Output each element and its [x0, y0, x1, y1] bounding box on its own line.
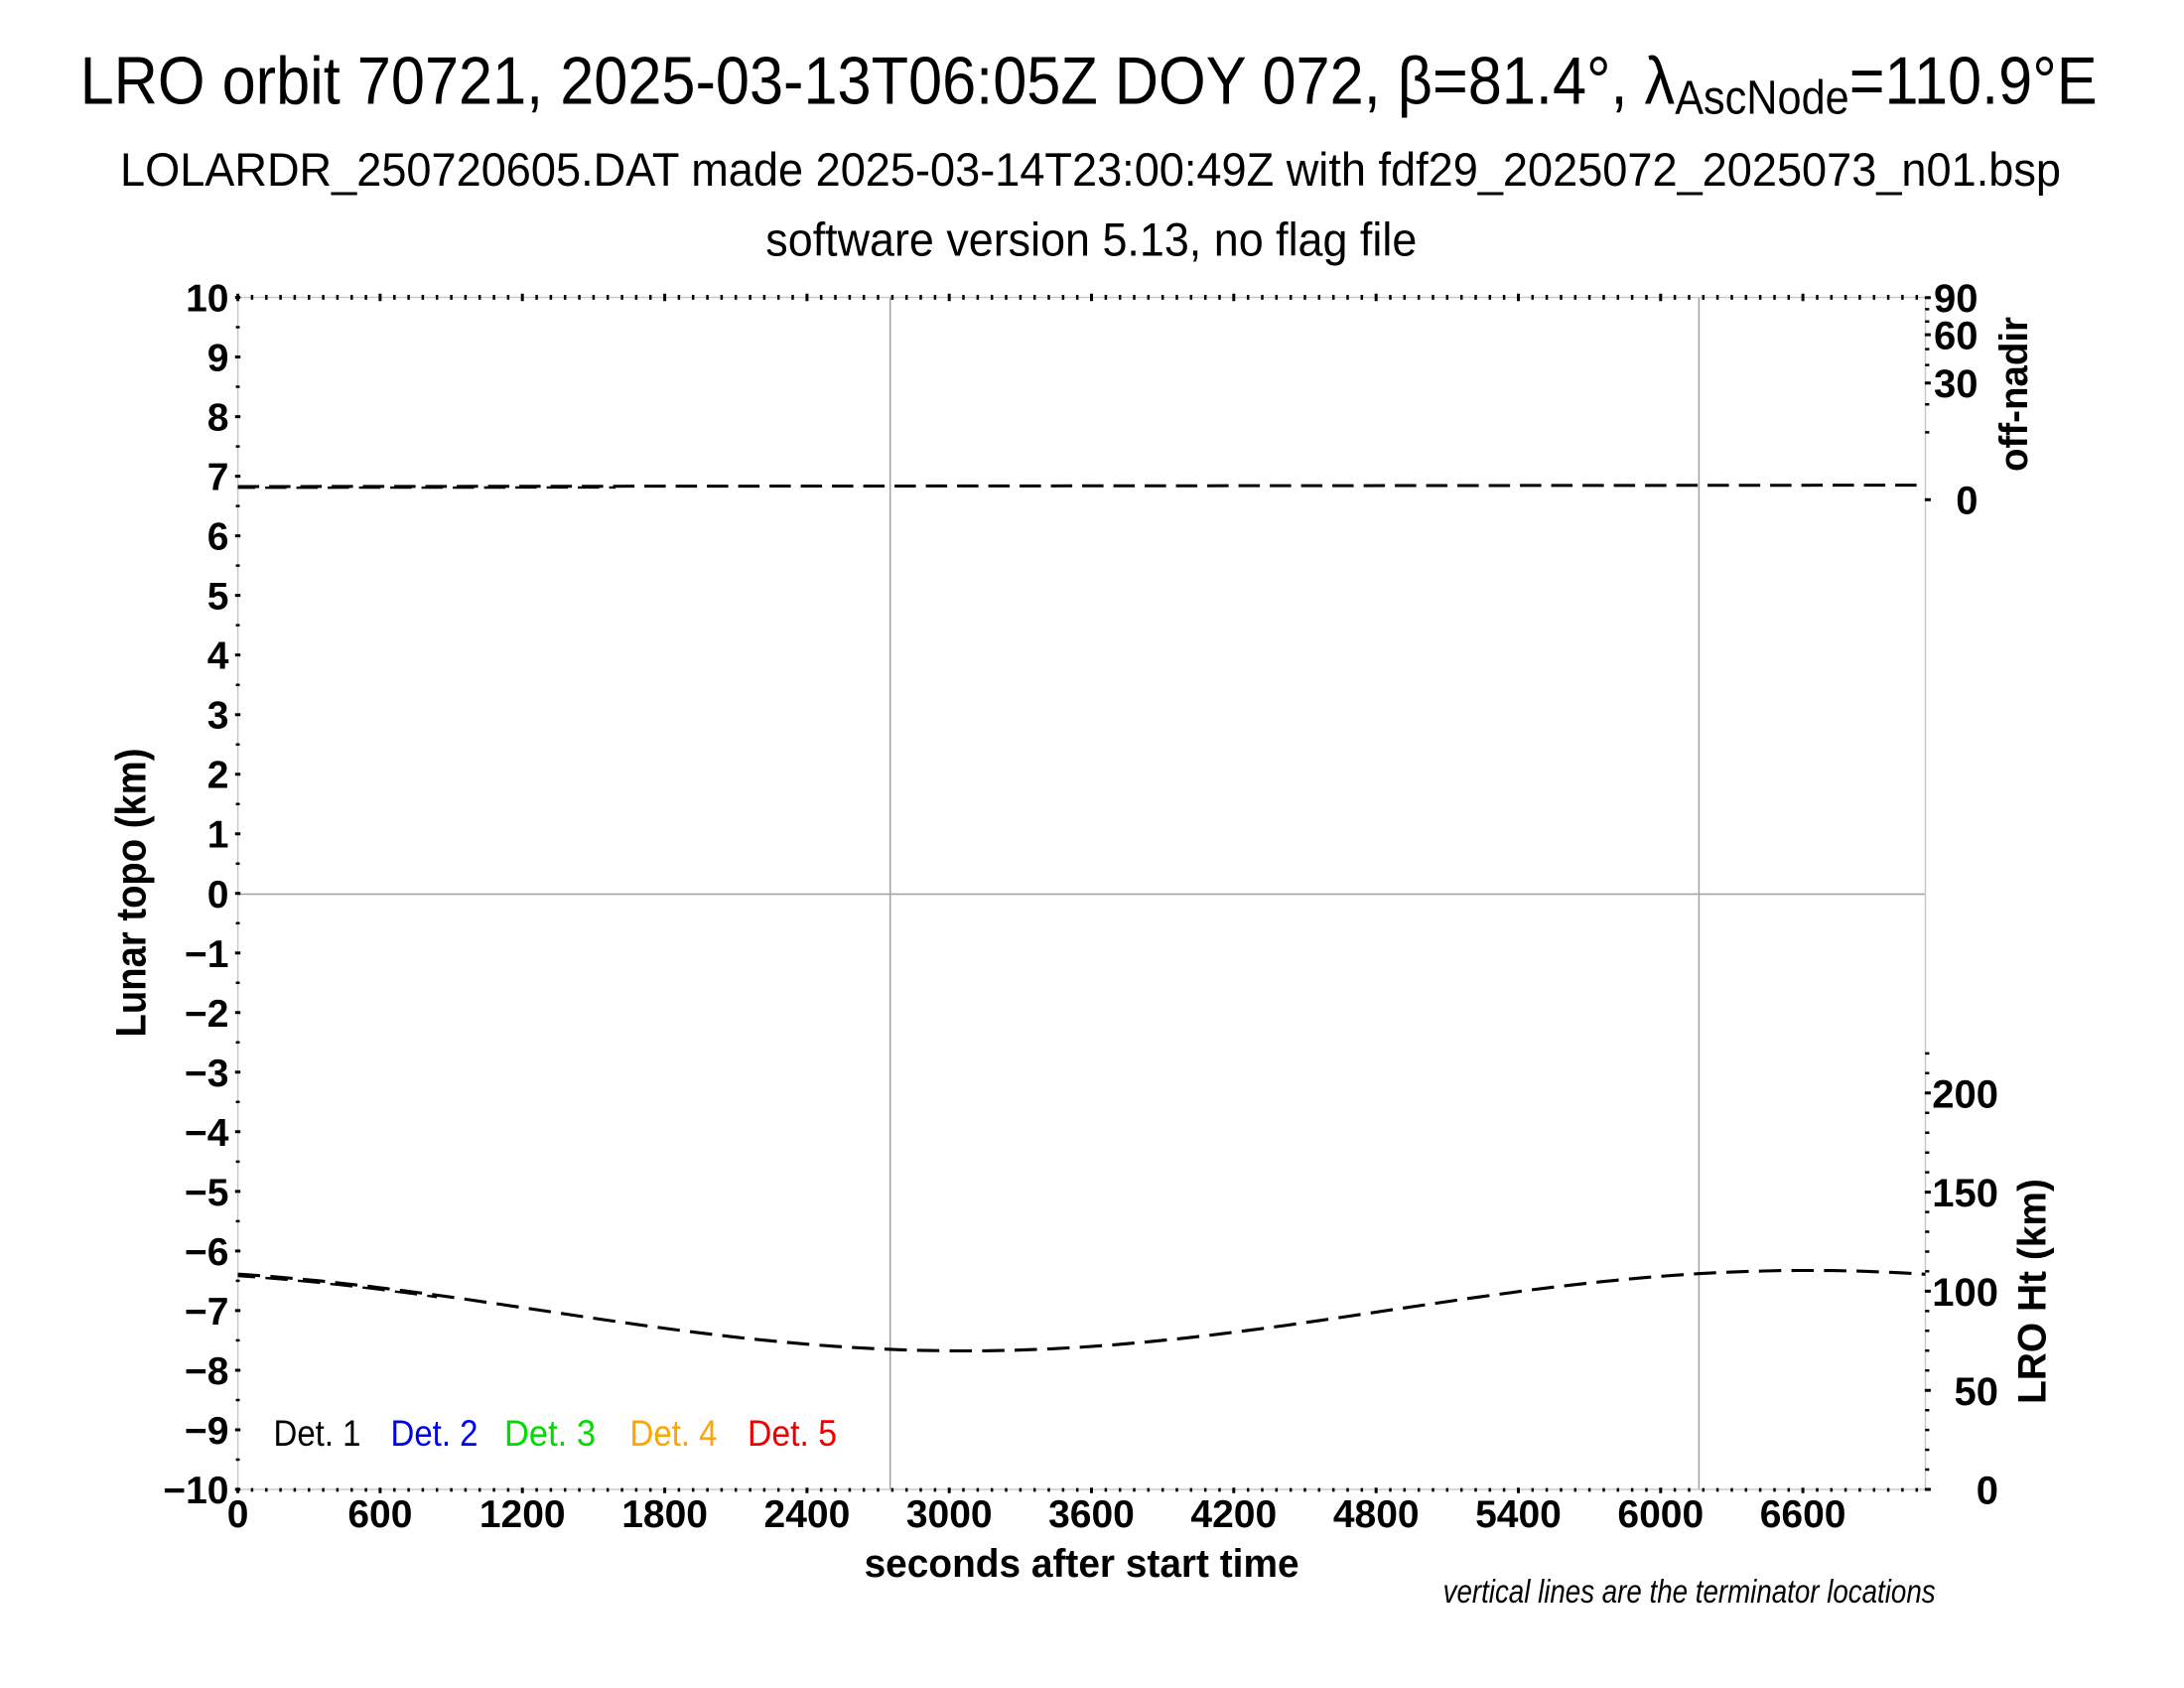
- svg-text:30: 30: [1934, 362, 1979, 406]
- svg-text:−9: −9: [185, 1410, 228, 1453]
- svg-text:9: 9: [207, 338, 229, 380]
- svg-text:−8: −8: [185, 1350, 228, 1393]
- svg-text:Det. 1: Det. 1: [274, 1413, 361, 1454]
- svg-text:100: 100: [1932, 1271, 1998, 1315]
- svg-text:−4: −4: [185, 1112, 229, 1155]
- svg-text:Lunar topo (km): Lunar topo (km): [108, 749, 156, 1038]
- svg-text:10: 10: [186, 278, 228, 321]
- svg-text:4200: 4200: [1190, 1493, 1277, 1536]
- svg-text:LRO Ht (km): LRO Ht (km): [2011, 1179, 2055, 1404]
- svg-text:Det. 2: Det. 2: [391, 1413, 478, 1454]
- svg-text:Det. 4: Det. 4: [630, 1413, 718, 1454]
- svg-text:8: 8: [207, 397, 229, 440]
- svg-text:−1: −1: [185, 933, 228, 976]
- svg-text:6: 6: [207, 516, 229, 559]
- svg-text:Det. 3: Det. 3: [504, 1413, 596, 1454]
- svg-text:=110.9°E: =110.9°E: [1849, 44, 2098, 119]
- svg-text:AscNode: AscNode: [1675, 72, 1849, 125]
- svg-text:1: 1: [207, 814, 229, 857]
- svg-text:LRO orbit 70721, 2025-03-13T06: LRO orbit 70721, 2025-03-13T06:05Z DOY 0…: [80, 44, 1676, 119]
- svg-text:3000: 3000: [906, 1493, 993, 1536]
- svg-text:5: 5: [207, 576, 229, 619]
- svg-text:150: 150: [1932, 1172, 1998, 1215]
- svg-text:2: 2: [207, 755, 229, 797]
- svg-text:6000: 6000: [1617, 1493, 1704, 1536]
- svg-text:LOLARDR_250720605.DAT made 202: LOLARDR_250720605.DAT made 2025-03-14T23…: [120, 143, 2061, 196]
- svg-text:50: 50: [1955, 1370, 1999, 1414]
- svg-text:−3: −3: [185, 1053, 228, 1095]
- svg-text:−5: −5: [185, 1172, 228, 1214]
- svg-text:4800: 4800: [1333, 1493, 1420, 1536]
- svg-text:0: 0: [1956, 479, 1978, 522]
- svg-text:0: 0: [227, 1493, 249, 1536]
- svg-text:3: 3: [207, 695, 229, 738]
- svg-text:600: 600: [347, 1493, 412, 1536]
- svg-text:200: 200: [1932, 1072, 1998, 1116]
- svg-text:2400: 2400: [764, 1493, 851, 1536]
- svg-text:1800: 1800: [621, 1493, 708, 1536]
- svg-text:−10: −10: [163, 1470, 228, 1512]
- svg-text:1200: 1200: [479, 1493, 566, 1536]
- svg-text:4: 4: [207, 635, 229, 678]
- svg-text:Det. 5: Det. 5: [748, 1413, 837, 1454]
- svg-text:vertical lines are the termina: vertical lines are the terminator locati…: [1443, 1573, 1936, 1610]
- svg-text:−7: −7: [185, 1291, 228, 1334]
- svg-text:3600: 3600: [1048, 1493, 1135, 1536]
- svg-text:seconds after start time: seconds after start time: [865, 1542, 1299, 1586]
- svg-text:software version 5.13, no flag: software version 5.13, no flag file: [765, 213, 1417, 266]
- svg-text:90: 90: [1934, 277, 1979, 321]
- svg-text:0: 0: [207, 874, 229, 916]
- svg-text:5400: 5400: [1475, 1493, 1562, 1536]
- svg-text:7: 7: [207, 457, 229, 499]
- svg-text:6600: 6600: [1760, 1493, 1846, 1536]
- svg-text:0: 0: [1977, 1470, 1998, 1513]
- svg-text:−6: −6: [185, 1231, 228, 1274]
- svg-text:−2: −2: [185, 993, 228, 1036]
- svg-text:off-nadir: off-nadir: [1992, 317, 2036, 472]
- svg-text:60: 60: [1934, 314, 1979, 357]
